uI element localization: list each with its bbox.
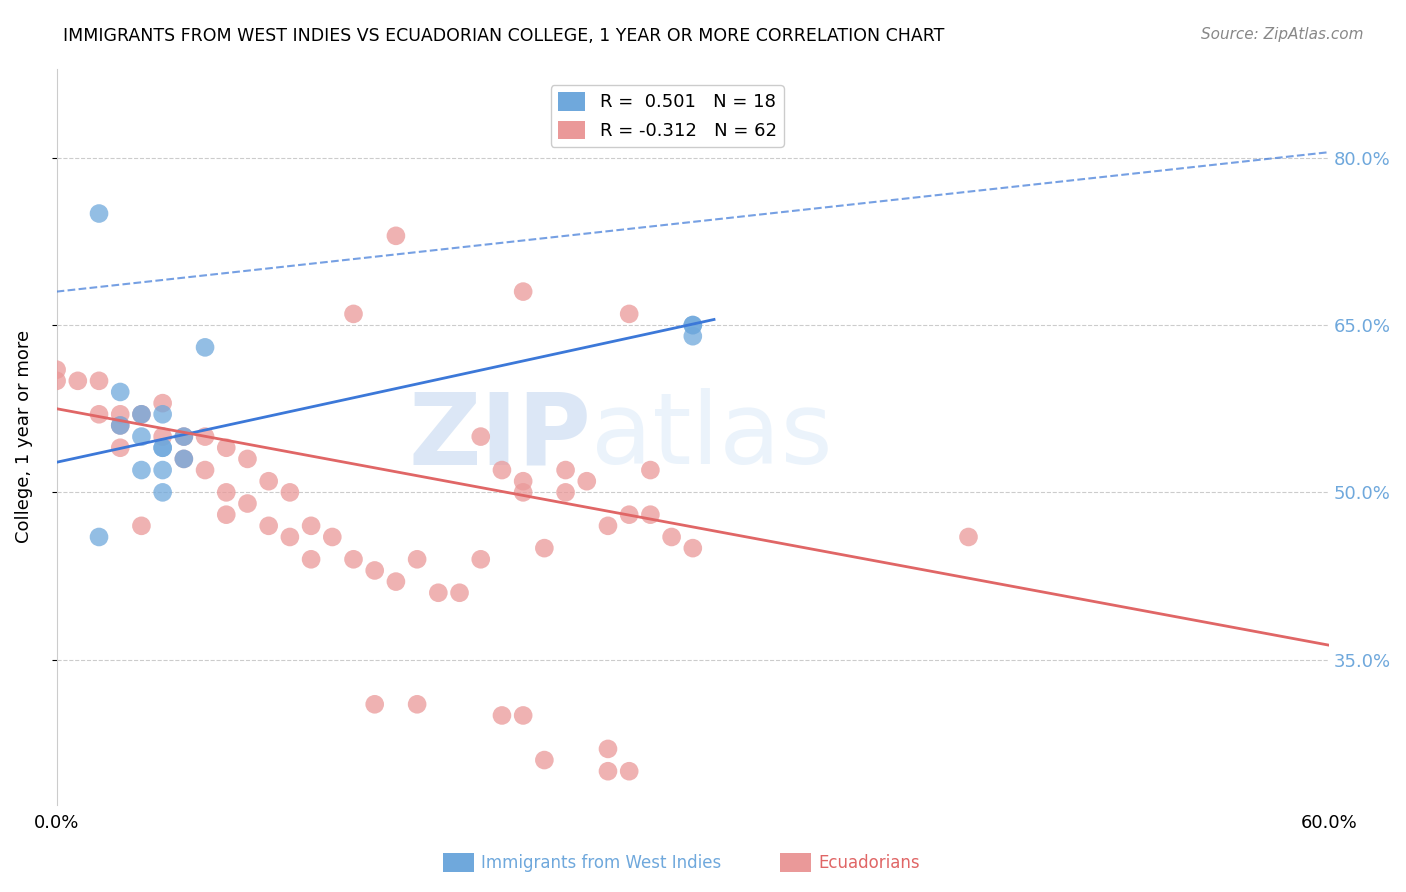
- Point: [619, 508, 641, 522]
- Point: [957, 530, 980, 544]
- Point: [596, 742, 619, 756]
- Point: [491, 463, 513, 477]
- Point: [364, 564, 387, 578]
- Point: [427, 586, 450, 600]
- Point: [596, 518, 619, 533]
- Point: [87, 407, 110, 421]
- Point: [173, 429, 195, 443]
- Point: [554, 463, 576, 477]
- Point: [512, 485, 534, 500]
- Point: [152, 396, 174, 410]
- Point: [406, 698, 429, 712]
- Point: [385, 574, 408, 589]
- Point: [575, 474, 598, 488]
- Point: [131, 429, 153, 443]
- Point: [173, 451, 195, 466]
- Point: [619, 764, 641, 779]
- Point: [87, 374, 110, 388]
- Point: [45, 362, 67, 376]
- Point: [554, 485, 576, 500]
- Point: [299, 552, 322, 566]
- Point: [110, 384, 132, 399]
- Point: [470, 429, 492, 443]
- Point: [342, 307, 364, 321]
- Point: [596, 764, 619, 779]
- Point: [131, 407, 153, 421]
- Point: [152, 441, 174, 455]
- Point: [342, 552, 364, 566]
- Legend: R =  0.501   N = 18, R = -0.312   N = 62: R = 0.501 N = 18, R = -0.312 N = 62: [551, 85, 785, 147]
- Y-axis label: College, 1 year or more: College, 1 year or more: [15, 330, 32, 543]
- Point: [449, 586, 471, 600]
- Point: [131, 518, 153, 533]
- Point: [152, 407, 174, 421]
- Point: [131, 407, 153, 421]
- Text: Source: ZipAtlas.com: Source: ZipAtlas.com: [1201, 27, 1364, 42]
- Point: [619, 307, 641, 321]
- Point: [406, 552, 429, 566]
- Point: [321, 530, 343, 544]
- Point: [640, 508, 662, 522]
- Point: [152, 441, 174, 455]
- Point: [173, 451, 195, 466]
- Point: [661, 530, 683, 544]
- Point: [87, 206, 110, 220]
- Point: [682, 329, 704, 343]
- Point: [257, 518, 280, 533]
- Point: [110, 418, 132, 433]
- Point: [236, 451, 259, 466]
- Text: atlas: atlas: [591, 388, 832, 485]
- Point: [110, 441, 132, 455]
- Point: [66, 374, 89, 388]
- Point: [152, 485, 174, 500]
- Point: [278, 485, 301, 500]
- Point: [491, 708, 513, 723]
- Point: [45, 374, 67, 388]
- Point: [278, 530, 301, 544]
- Point: [533, 541, 555, 556]
- Point: [512, 285, 534, 299]
- Point: [257, 474, 280, 488]
- Text: IMMIGRANTS FROM WEST INDIES VS ECUADORIAN COLLEGE, 1 YEAR OR MORE CORRELATION CH: IMMIGRANTS FROM WEST INDIES VS ECUADORIA…: [63, 27, 945, 45]
- Point: [87, 530, 110, 544]
- Point: [682, 318, 704, 332]
- Point: [173, 429, 195, 443]
- Point: [236, 496, 259, 510]
- Point: [470, 552, 492, 566]
- Point: [131, 463, 153, 477]
- Point: [110, 418, 132, 433]
- Point: [194, 340, 217, 354]
- Point: [682, 541, 704, 556]
- Point: [215, 441, 238, 455]
- Text: Immigrants from West Indies: Immigrants from West Indies: [481, 854, 721, 871]
- Point: [152, 429, 174, 443]
- Point: [512, 708, 534, 723]
- Point: [299, 518, 322, 533]
- Text: ZIP: ZIP: [408, 388, 591, 485]
- Point: [682, 318, 704, 332]
- Point: [194, 463, 217, 477]
- Point: [194, 429, 217, 443]
- Point: [533, 753, 555, 767]
- Point: [364, 698, 387, 712]
- Point: [215, 508, 238, 522]
- Point: [385, 228, 408, 243]
- Point: [110, 407, 132, 421]
- Point: [512, 474, 534, 488]
- Point: [640, 463, 662, 477]
- Point: [215, 485, 238, 500]
- Point: [152, 463, 174, 477]
- Text: Ecuadorians: Ecuadorians: [818, 854, 920, 871]
